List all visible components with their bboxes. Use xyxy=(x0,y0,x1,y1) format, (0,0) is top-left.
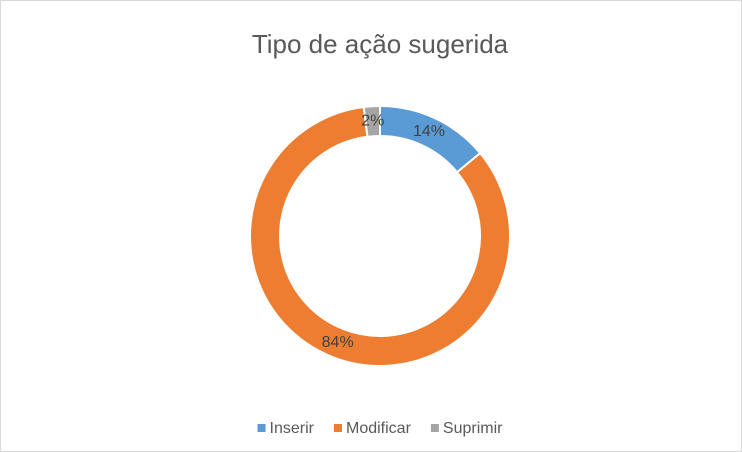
legend-swatch xyxy=(257,424,266,432)
legend-label: Suprimir xyxy=(443,420,503,437)
legend-label: Modificar xyxy=(346,420,412,437)
data-label: 84% xyxy=(322,334,354,351)
data-label: 2% xyxy=(361,112,384,129)
donut-slice xyxy=(362,104,381,138)
data-label: 14% xyxy=(413,123,445,140)
chart-title: Tipo de ação sugerida xyxy=(252,29,509,59)
legend-swatch xyxy=(430,424,439,432)
legend-label: Inserir xyxy=(270,420,315,437)
legend-swatch xyxy=(333,424,342,432)
donut-slice xyxy=(249,105,511,367)
